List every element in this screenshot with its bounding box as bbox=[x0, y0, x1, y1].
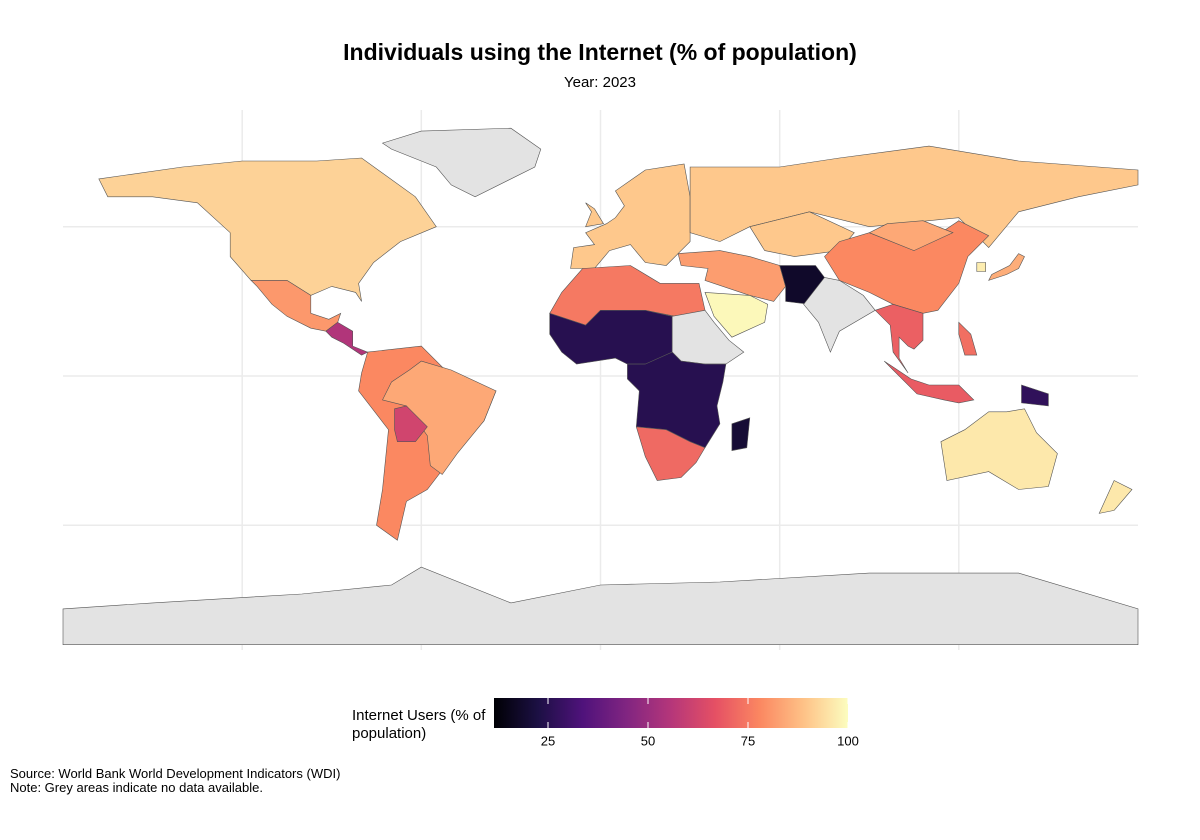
country-region bbox=[627, 351, 727, 449]
country-region bbox=[1098, 480, 1133, 514]
country-region bbox=[585, 202, 604, 228]
country-region bbox=[570, 163, 691, 269]
colorbar-tick-label: 25 bbox=[541, 733, 555, 748]
country-region bbox=[325, 321, 369, 356]
country-region bbox=[689, 145, 1139, 249]
country-region bbox=[394, 405, 428, 442]
colorbar-bar bbox=[494, 698, 848, 728]
country-region bbox=[98, 157, 437, 302]
colorbar: 25 50 75 100 bbox=[494, 698, 859, 748]
colorbar-tick-label: 100 bbox=[837, 733, 859, 748]
country-region bbox=[988, 253, 1025, 281]
country-region bbox=[1021, 384, 1049, 407]
countries bbox=[62, 127, 1139, 645]
chart-subtitle: Year: 2023 bbox=[564, 74, 636, 91]
country-region bbox=[874, 303, 924, 374]
country-region bbox=[677, 250, 786, 302]
country-region bbox=[635, 426, 706, 481]
colorbar-tick-label: 50 bbox=[641, 733, 655, 748]
chart-title: Individuals using the Internet (% of pop… bbox=[343, 39, 857, 65]
country-region bbox=[883, 360, 975, 404]
footnote: Note: Grey areas indicate no data availa… bbox=[10, 780, 263, 795]
country-region bbox=[958, 321, 978, 356]
legend-title: Internet Users (% of population) bbox=[352, 707, 486, 742]
country-region bbox=[381, 127, 542, 198]
country-region bbox=[940, 408, 1058, 490]
country-region bbox=[976, 262, 986, 272]
country-region bbox=[731, 417, 751, 451]
country-region bbox=[62, 566, 1139, 645]
country-region bbox=[704, 292, 769, 338]
colorbar-tick-label: 75 bbox=[741, 733, 755, 748]
country-region bbox=[382, 360, 497, 475]
source-note: Source: World Bank World Development Ind… bbox=[10, 766, 341, 781]
country-region bbox=[868, 220, 954, 251]
